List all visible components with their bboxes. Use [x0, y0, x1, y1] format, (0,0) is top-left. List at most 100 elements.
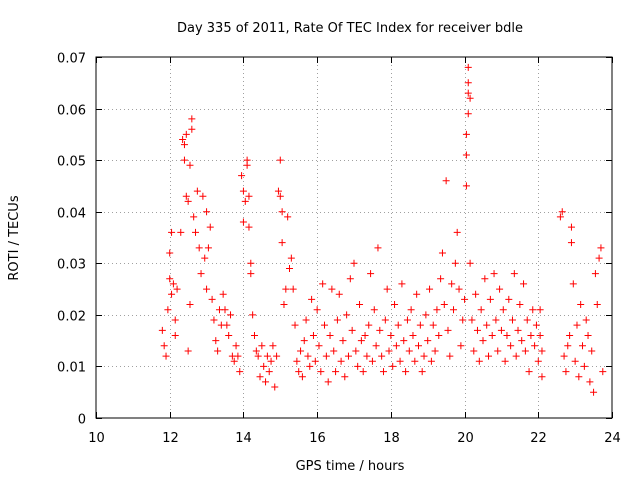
data-point [435, 331, 443, 339]
data-point [286, 264, 293, 272]
data-point [494, 347, 502, 355]
data-point [429, 321, 437, 329]
data-point [276, 192, 284, 200]
data-point [341, 373, 349, 381]
data-point [245, 192, 253, 200]
data-point [273, 352, 281, 360]
data-point [208, 295, 216, 303]
data-point [206, 223, 214, 231]
data-point [466, 94, 474, 102]
data-point [276, 156, 284, 164]
data-point [558, 208, 566, 216]
data-point [379, 368, 387, 376]
data-point [381, 316, 389, 324]
data-point [586, 378, 594, 386]
data-point [481, 275, 489, 283]
data-point [344, 352, 352, 360]
data-point [464, 79, 472, 87]
data-point [274, 187, 282, 195]
data-point [407, 306, 415, 314]
data-point [166, 275, 174, 283]
data-point [184, 347, 192, 355]
data-point [168, 228, 176, 236]
x-tick-label: 22 [530, 431, 547, 446]
y-tick-label: 0.02 [57, 310, 86, 325]
data-point [271, 383, 279, 391]
data-point [370, 306, 378, 314]
data-point [374, 244, 382, 252]
data-point [247, 270, 255, 278]
data-point [433, 306, 441, 314]
data-point [396, 357, 404, 365]
data-point [424, 337, 432, 345]
plot-frame [95, 56, 613, 419]
data-point [313, 306, 321, 314]
data-point [265, 368, 273, 376]
data-point [252, 347, 260, 355]
data-point [195, 244, 203, 252]
data-point [385, 347, 393, 355]
data-point [359, 368, 367, 376]
data-point [365, 321, 373, 329]
data-point [590, 388, 598, 396]
data-point [579, 342, 587, 350]
chart-title: Day 335 of 2011, Rate Of TEC Index for r… [177, 21, 523, 36]
data-point [356, 301, 364, 309]
data-point [580, 362, 588, 370]
data-point [521, 347, 529, 355]
data-point [475, 357, 483, 365]
data-point [339, 337, 347, 345]
y-axis-label: ROTI / TECUs [7, 195, 22, 280]
data-point [188, 125, 196, 133]
data-point [361, 331, 369, 339]
data-point [335, 290, 343, 298]
data-point [499, 306, 507, 314]
data-point [485, 352, 493, 360]
data-point [438, 249, 446, 257]
data-point [415, 342, 422, 350]
y-tick-label: 0.03 [57, 258, 86, 273]
data-point [260, 362, 268, 370]
data-point [440, 301, 448, 309]
data-point [577, 301, 585, 309]
data-point [556, 213, 564, 221]
data-point [354, 362, 362, 370]
data-point [466, 259, 474, 267]
data-point [525, 368, 533, 376]
x-tick-label: 20 [457, 431, 474, 446]
data-point [400, 337, 408, 345]
data-point [437, 275, 445, 283]
data-point [302, 316, 310, 324]
data-point [457, 342, 465, 350]
data-point [416, 321, 424, 329]
data-point [477, 306, 485, 314]
data-point [378, 352, 386, 360]
data-point [534, 357, 542, 365]
data-point [241, 197, 249, 205]
data-point [343, 311, 351, 319]
data-point [584, 331, 592, 339]
data-point [298, 373, 306, 381]
data-point [479, 337, 487, 345]
data-point [168, 290, 176, 298]
data-point [311, 357, 319, 365]
data-point [179, 136, 187, 144]
data-point [346, 275, 354, 283]
data-point [387, 331, 395, 339]
data-point [497, 326, 505, 334]
y-tick-label: 0.04 [57, 207, 86, 222]
data-point [247, 259, 255, 267]
data-point [459, 316, 467, 324]
data-point [262, 378, 270, 386]
data-point [193, 187, 201, 195]
data-point [446, 352, 454, 360]
data-point [567, 239, 575, 247]
data-point [239, 218, 247, 226]
data-point [405, 347, 413, 355]
data-point [451, 259, 459, 267]
data-point [505, 295, 513, 303]
data-point [263, 352, 271, 360]
data-point [575, 373, 583, 381]
data-point [169, 280, 177, 288]
data-point [256, 373, 264, 381]
